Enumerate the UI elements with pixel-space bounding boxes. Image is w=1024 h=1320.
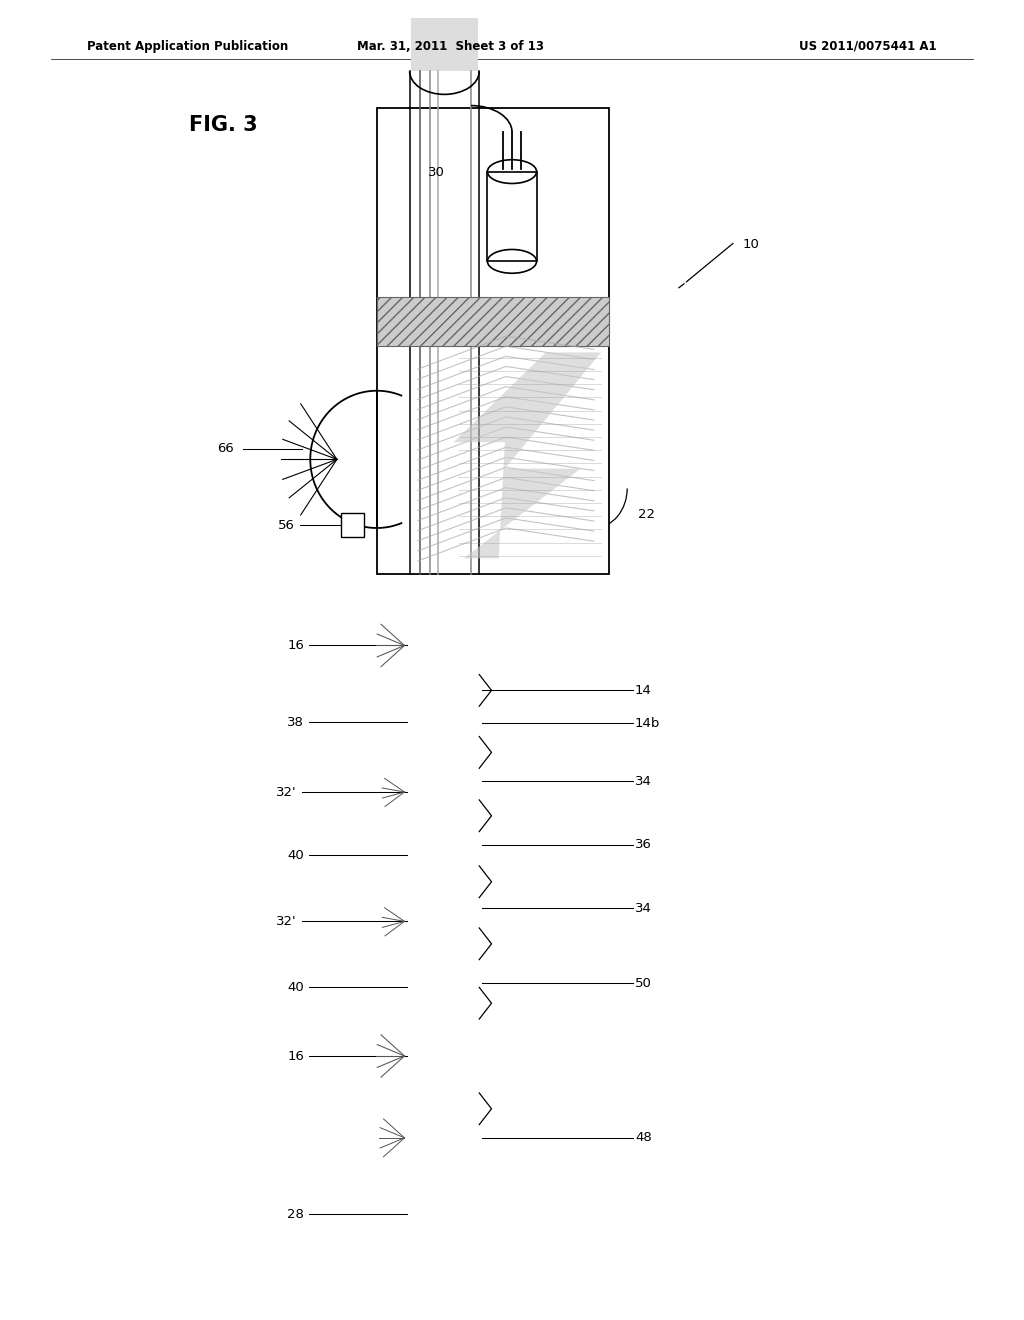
Text: 32': 32': [276, 915, 297, 928]
Text: US 2011/0075441 A1: US 2011/0075441 A1: [800, 40, 937, 53]
Text: 14b: 14b: [635, 717, 660, 730]
Text: 28: 28: [288, 1208, 304, 1221]
Bar: [411, 18, 478, 71]
Text: 22: 22: [638, 508, 655, 521]
Text: FIG. 3: FIG. 3: [189, 115, 258, 136]
Text: 48: 48: [635, 1131, 651, 1144]
Bar: [341, 513, 364, 537]
Text: 66: 66: [217, 442, 233, 455]
Text: 38: 38: [288, 715, 304, 729]
Text: 34: 34: [635, 902, 651, 915]
Text: 10: 10: [742, 238, 759, 251]
Text: 34: 34: [635, 775, 651, 788]
Bar: [487, 172, 537, 261]
Polygon shape: [454, 352, 601, 558]
Text: 30: 30: [428, 166, 444, 180]
Text: 16: 16: [288, 639, 304, 652]
Text: 56: 56: [279, 519, 295, 532]
Text: Mar. 31, 2011  Sheet 3 of 13: Mar. 31, 2011 Sheet 3 of 13: [357, 40, 544, 53]
Bar: [377, 297, 609, 346]
Text: Patent Application Publication: Patent Application Publication: [87, 40, 289, 53]
Text: 40: 40: [288, 981, 304, 994]
Bar: [377, 108, 609, 574]
Text: 32': 32': [276, 785, 297, 799]
Text: 50: 50: [635, 977, 651, 990]
Text: 14: 14: [635, 684, 651, 697]
Text: 36: 36: [635, 838, 651, 851]
Text: 16: 16: [288, 1049, 304, 1063]
Text: 40: 40: [288, 849, 304, 862]
